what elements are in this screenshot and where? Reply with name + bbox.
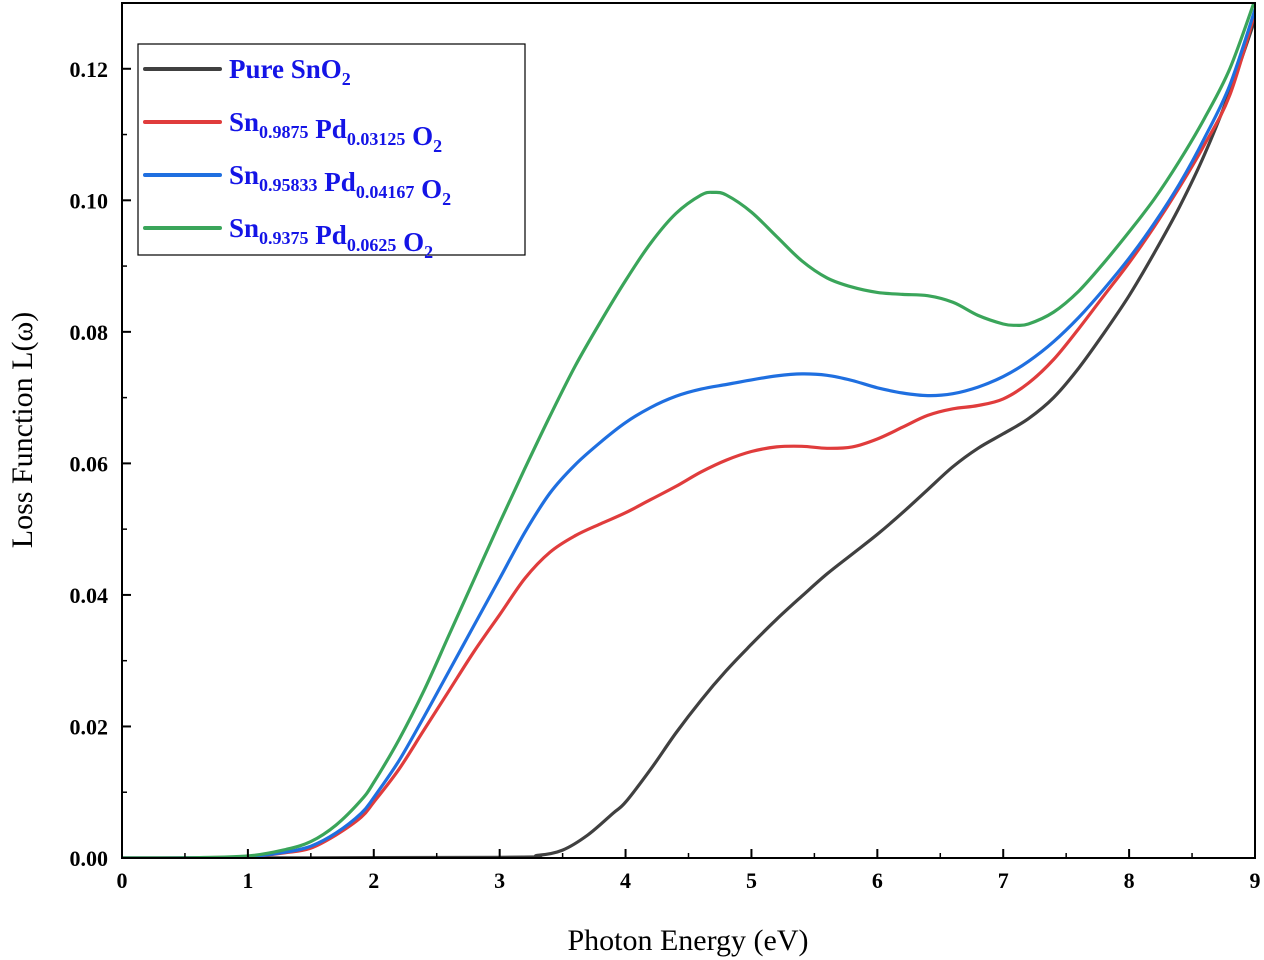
- y-tick-label: 0.12: [70, 57, 109, 82]
- x-tick-label: 9: [1250, 868, 1261, 893]
- legend-label-2: Sn0.95833 Pd0.04167 O2: [229, 160, 451, 209]
- x-tick-label: 4: [620, 868, 631, 893]
- x-tick-label: 3: [494, 868, 505, 893]
- legend-label-1: Sn0.9875 Pd0.03125 O2: [229, 107, 442, 156]
- series-line-0: [122, 17, 1255, 858]
- y-axis: 0.00 0.02 0.04 0.06 0.08 0.10 0.12: [70, 2, 131, 871]
- legend-label-0: Pure SnO2: [229, 54, 351, 89]
- x-axis-title: Photon Energy (eV): [567, 924, 808, 957]
- series-line-2: [122, 8, 1255, 858]
- plot-lines: [122, 3, 1255, 858]
- x-tick-label: 2: [368, 868, 379, 893]
- x-tick-label: 8: [1124, 868, 1135, 893]
- series-line-3: [122, 3, 1255, 858]
- y-tick-label: 0.06: [70, 451, 109, 476]
- y-axis-title: Loss Function L(ω): [6, 312, 39, 548]
- legend-box: [137, 43, 526, 256]
- x-tick-label: 6: [872, 868, 883, 893]
- x-tick-label: 7: [998, 868, 1009, 893]
- y-tick-label: 0.10: [70, 188, 109, 213]
- x-tick-label: 1: [242, 868, 253, 893]
- y-tick-label: 0.04: [70, 583, 109, 608]
- legend-label-3: Sn0.9375 Pd0.0625 O2: [229, 213, 433, 262]
- y-tick-label: 0.08: [70, 320, 109, 345]
- y-tick-label: 0.00: [70, 846, 109, 871]
- x-axis: 0 1 2 3 4 5 6 7 8 9: [117, 849, 1261, 893]
- series-line-1: [122, 11, 1255, 858]
- y-tick-label: 0.02: [70, 714, 109, 739]
- legend: Pure SnO2 Sn0.9875 Pd0.03125 O2Sn0.95833 …: [137, 43, 526, 262]
- x-tick-label: 0: [117, 868, 128, 893]
- x-tick-label: 5: [746, 868, 757, 893]
